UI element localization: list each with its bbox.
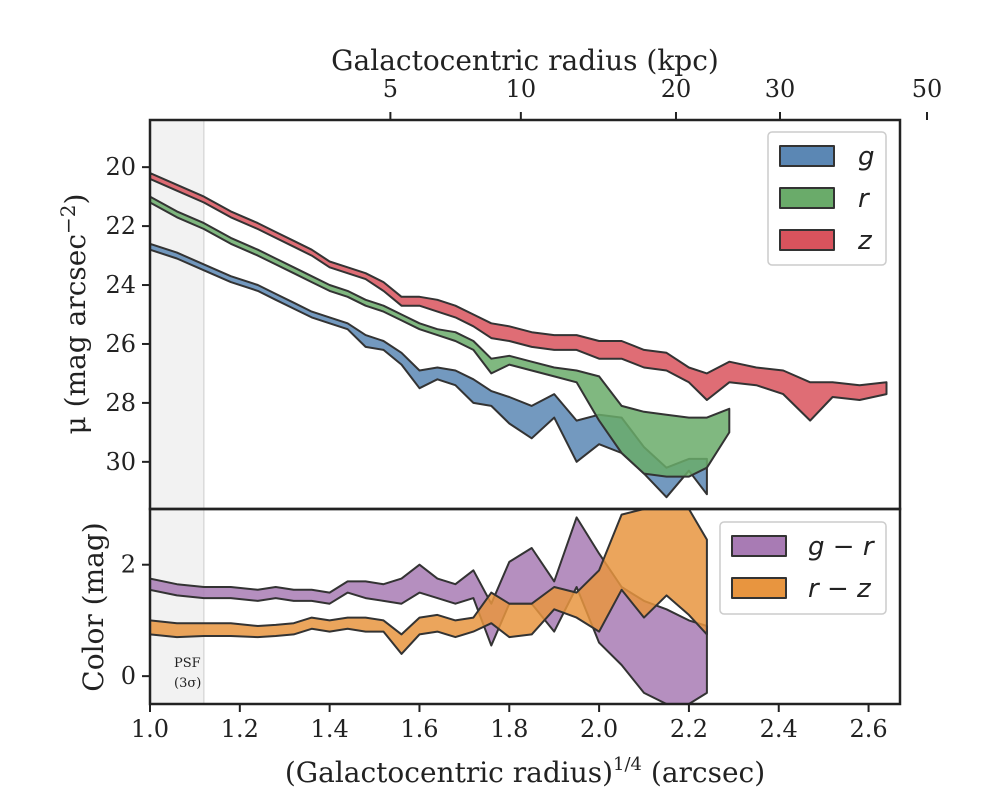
psf-region-bottom xyxy=(150,509,204,704)
legend-label-g: g xyxy=(858,142,875,172)
kpc-tick-label: 5 xyxy=(383,75,398,103)
psf-sigma-label: (3σ) xyxy=(174,676,201,691)
band-gr xyxy=(150,516,708,704)
band-g xyxy=(150,242,708,499)
top-y-tick-label: 20 xyxy=(105,153,136,181)
axis-ticks: 1.0 1.2 1.4 1.6 1.8 2.0 2.2 2.4 2.6 20 22 24 26 28 30 0… xyxy=(105,75,943,743)
legend-label-g-r: g − r xyxy=(808,532,876,562)
kpc-tick-label: 30 xyxy=(765,75,796,103)
ylabel-exponent: −2 xyxy=(56,204,80,233)
top-y-tick-label: 28 xyxy=(105,389,136,417)
x-tick-label: 1.2 xyxy=(221,715,259,743)
legend-swatch-g-r xyxy=(731,535,787,557)
psf-label: PSF xyxy=(174,656,201,671)
bottom-y-tick-label: 0 xyxy=(121,662,136,690)
x-tick-label: 1.0 xyxy=(131,715,169,743)
bottom-panel-frame xyxy=(148,507,902,706)
bottom-axis-title: (Galactocentric radius)1/4 (arcsec) xyxy=(285,754,765,789)
bottom-panel-ylabel: Color (mag) xyxy=(77,522,110,691)
top-y-tick-label: 22 xyxy=(105,212,136,240)
legend-swatch-r-z xyxy=(731,577,787,599)
legend-label-r: r xyxy=(858,184,871,214)
kpc-tick-label: 20 xyxy=(661,75,692,103)
legend-swatch-z xyxy=(779,229,835,251)
band-rz xyxy=(150,509,708,655)
xlabel-exponent: 1/4 xyxy=(613,754,642,775)
top-y-tick-label: 26 xyxy=(105,330,136,358)
color-bands xyxy=(150,509,708,704)
x-tick-label: 2.2 xyxy=(670,715,708,743)
surface-brightness-bands xyxy=(150,172,888,499)
bottom-legend: g − r r − z xyxy=(719,521,887,615)
top-legend: g r z xyxy=(767,131,887,266)
legend-label-z: z xyxy=(857,226,873,256)
x-tick-label: 2.0 xyxy=(580,715,618,743)
legend-swatch-g xyxy=(779,145,835,167)
x-tick-label: 2.4 xyxy=(760,715,798,743)
kpc-tick-label: 10 xyxy=(506,75,537,103)
legend-label-r-z: r − z xyxy=(808,574,872,604)
x-tick-label: 2.6 xyxy=(849,715,887,743)
top-panel-ylabel: μ (mag arcsec−2) xyxy=(56,194,92,435)
legend-swatch-r xyxy=(779,187,835,209)
x-tick-label: 1.4 xyxy=(311,715,349,743)
kpc-tick-label: 50 xyxy=(912,75,943,103)
top-y-tick-label: 24 xyxy=(105,271,136,299)
x-tick-label: 1.8 xyxy=(490,715,528,743)
top-axis-title: Galactocentric radius (kpc) xyxy=(331,44,719,77)
band-z xyxy=(150,172,888,422)
band-r xyxy=(150,195,731,478)
top-y-tick-label: 30 xyxy=(105,448,136,476)
x-tick-label: 1.6 xyxy=(400,715,438,743)
bottom-y-tick-label: 2 xyxy=(121,551,136,579)
